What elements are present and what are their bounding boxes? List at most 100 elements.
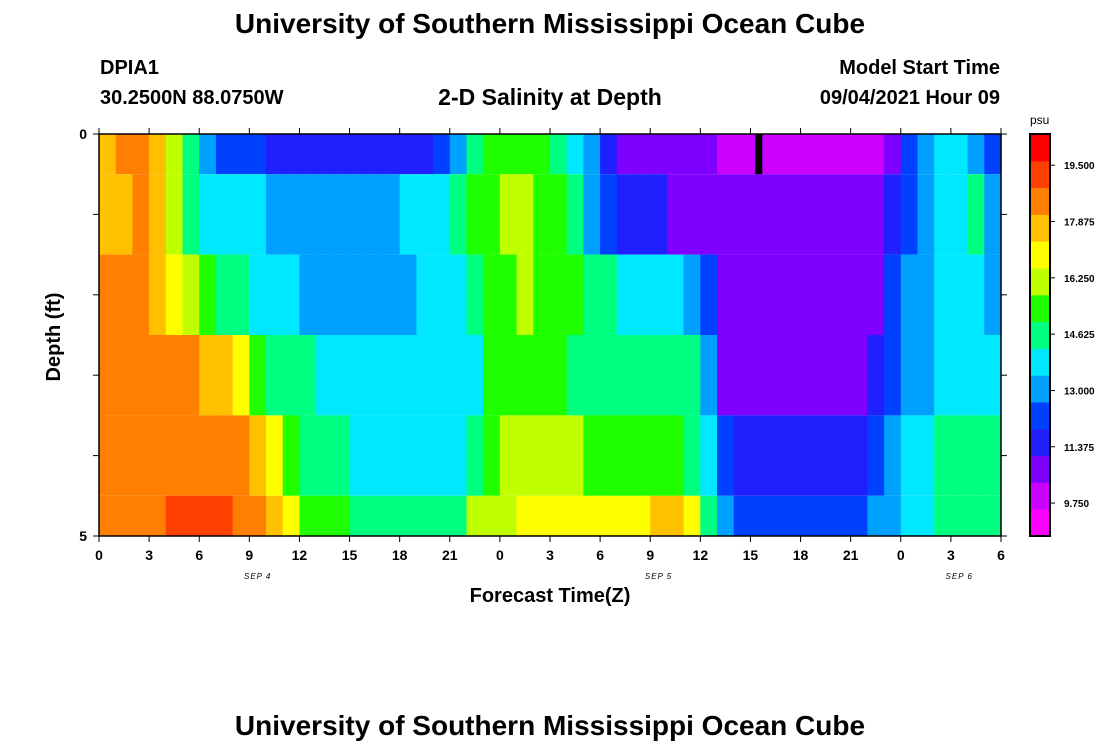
heatmap-cell	[934, 134, 952, 175]
heatmap-cell	[650, 495, 668, 536]
heatmap-cell	[282, 335, 301, 416]
heatmap-cell	[717, 254, 735, 335]
heatmap-cell	[717, 415, 735, 496]
heatmap-cell	[182, 174, 200, 255]
day-label: SEP 5	[645, 572, 672, 581]
heatmap-cell	[366, 335, 384, 416]
heatmap-cell	[850, 134, 868, 175]
x-tick-label: 3	[546, 547, 554, 563]
heatmap-cell	[249, 254, 267, 335]
heatmap-cell	[115, 415, 134, 496]
x-tick-label: 3	[145, 547, 153, 563]
heatmap-cell	[783, 254, 802, 335]
heatmap-cell	[382, 335, 401, 416]
heatmap-cell	[767, 335, 785, 416]
heatmap-cell	[332, 495, 351, 536]
heatmap-cell	[466, 495, 484, 536]
colorbar-swatch	[1030, 160, 1050, 189]
heatmap-cell	[633, 415, 651, 496]
heatmap-cell	[650, 174, 668, 255]
axes: 0 3 6 9 12 15 18 21 0 3 6 9 12 15 18 21 0 3 6 SEP 4 SEP 5 SEP…	[79, 126, 1007, 581]
heatmap-cell	[332, 254, 351, 335]
heatmap-cell	[115, 254, 134, 335]
heatmap-cell	[533, 174, 551, 255]
heatmap-cell	[566, 174, 585, 255]
heatmap-cell	[550, 174, 568, 255]
heatmap-cell	[332, 134, 351, 175]
heatmap-cell	[249, 134, 267, 175]
heatmap-cell	[817, 254, 835, 335]
heatmap-cell	[433, 174, 451, 255]
station-coords: 30.2500N 88.0750W	[100, 87, 284, 109]
heatmap-cell	[850, 415, 868, 496]
heatmap-cell	[516, 174, 534, 255]
heatmap-cell	[382, 134, 401, 175]
heatmap-cell	[583, 415, 601, 496]
heatmap-cell	[516, 134, 534, 175]
heatmap-cell	[833, 174, 852, 255]
heatmap-cell	[833, 134, 852, 175]
heatmap-cell	[683, 495, 701, 536]
heatmap-cell	[566, 254, 585, 335]
heatmap-cell	[533, 254, 551, 335]
heatmap-cell	[833, 415, 852, 496]
heatmap-cell	[633, 134, 651, 175]
heatmap-cell	[416, 495, 434, 536]
heatmap-cell	[833, 495, 852, 536]
heatmap-cell	[215, 254, 234, 335]
heatmap-cell	[533, 415, 551, 496]
heatmap-cell	[750, 254, 768, 335]
heatmap-cell	[149, 335, 167, 416]
heatmap-cell	[616, 134, 635, 175]
x-tick-label: 0	[897, 547, 905, 563]
heatmap-cell	[783, 495, 802, 536]
colorbar-swatch	[1030, 402, 1050, 430]
heatmap-cell	[99, 415, 117, 496]
heatmap-cell	[299, 415, 317, 496]
heatmap-cell	[583, 174, 601, 255]
heatmap-cell	[232, 495, 250, 536]
heatmap-cell	[282, 495, 301, 536]
colorbar-swatch	[1030, 214, 1050, 242]
heatmap-cell	[332, 415, 351, 496]
heatmap-cell	[416, 174, 434, 255]
x-tick-label: 15	[743, 547, 759, 563]
heatmap-cell	[115, 335, 134, 416]
colorbar-label: 19.500	[1064, 161, 1095, 172]
heatmap-cell	[132, 174, 150, 255]
heatmap-cell	[950, 174, 969, 255]
heatmap-cell	[733, 134, 752, 175]
heatmap-cell	[633, 254, 651, 335]
heatmap-cell	[399, 335, 417, 416]
heatmap-cell	[934, 335, 952, 416]
colorbar: 19.500 17.875 16.250 14.625 13.000 11.375 9.75…	[1029, 133, 1095, 537]
heatmap-cell	[499, 254, 518, 335]
colorbar-frame	[1029, 133, 1051, 537]
heatmap-cell	[349, 415, 367, 496]
heatmap-cell	[733, 254, 752, 335]
heatmap-cell	[633, 495, 651, 536]
heatmap-cell	[483, 174, 501, 255]
heatmap-cell	[182, 495, 200, 536]
heatmap-cell	[967, 495, 985, 536]
heatmap-cell	[215, 174, 234, 255]
heatmap-cell	[533, 495, 551, 536]
heatmap-cell	[449, 335, 468, 416]
heatmap-cell	[984, 495, 1002, 536]
x-tick-label: 12	[292, 547, 308, 563]
x-tick-label: 12	[693, 547, 709, 563]
x-tick-label: 18	[793, 547, 809, 563]
heatmap-cell	[900, 174, 919, 255]
heatmap-cell	[533, 134, 551, 175]
heatmap-cell	[867, 495, 885, 536]
heatmap-cell	[399, 495, 417, 536]
heatmap-cell	[215, 495, 234, 536]
heatmap-cell	[867, 415, 885, 496]
heatmap-cell	[199, 335, 217, 416]
heatmap-cell	[316, 174, 334, 255]
heatmap-cell	[616, 174, 635, 255]
heatmap-cell	[449, 134, 468, 175]
heatmap-cell	[149, 174, 167, 255]
heatmap-cell	[349, 495, 367, 536]
heatmap-cell	[583, 335, 601, 416]
